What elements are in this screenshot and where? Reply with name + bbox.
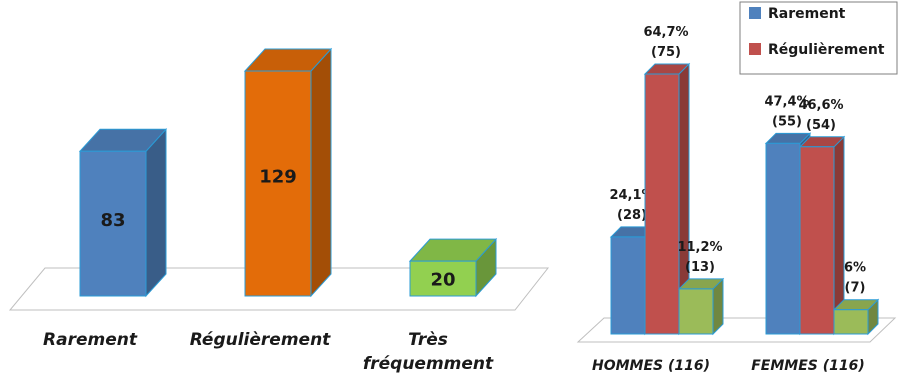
percent-label-2-2: 46,6% xyxy=(798,98,843,113)
bar-2-side xyxy=(310,47,332,298)
bar-2-front xyxy=(244,70,312,297)
bar-3 xyxy=(408,237,498,298)
percent-label-3-2: 6% xyxy=(844,261,866,276)
value-label-3: 20 xyxy=(430,270,455,291)
legend-box xyxy=(739,1,898,75)
bar-3-group-2 xyxy=(832,298,880,336)
bar-2-group-1-front xyxy=(644,73,680,335)
bar-3-group-1 xyxy=(677,277,725,336)
percent-label-3-1: 11,2% xyxy=(677,240,722,255)
group-label-1: HOMMES (116) xyxy=(592,358,710,374)
bar-3-group-2-front xyxy=(833,309,869,335)
bar-1 xyxy=(78,127,168,298)
bar-1-group-1-front xyxy=(610,236,646,335)
category-label-1-1: Rarement xyxy=(43,330,138,350)
bar-3-group-1-front xyxy=(678,288,714,335)
bar-2-group-2 xyxy=(798,135,846,336)
bar-2 xyxy=(243,47,333,298)
legend-label-2: Régulièrement xyxy=(768,42,885,58)
percent-label-2-1: 64,7% xyxy=(643,25,688,40)
bar-1-side xyxy=(145,127,167,298)
category-label-3-2: fréquemment xyxy=(363,354,494,374)
count-label-1-2: (55) xyxy=(772,114,802,129)
group-label-2: FEMMES (116) xyxy=(751,358,865,374)
count-label-2-2: (54) xyxy=(806,118,836,133)
bar-2-group-2-front xyxy=(799,146,835,335)
value-label-2: 129 xyxy=(259,167,297,188)
bar-3-front xyxy=(409,260,477,297)
bar-1-front xyxy=(79,150,147,297)
category-label-2-1: Régulièrement xyxy=(190,330,331,350)
bar-2-group-1 xyxy=(643,62,691,336)
value-label-1: 83 xyxy=(100,210,125,231)
count-label-3-1: (13) xyxy=(685,260,715,275)
percent-label-1-1: 24,1% xyxy=(609,188,654,203)
right-chart: 24,1% (28) 64,7% (75) 11,2% (13) 47,4% (55)46,6… xyxy=(576,1,898,374)
legend-label-1: Rarement xyxy=(768,6,846,22)
bar-1-group-2-front xyxy=(765,142,801,335)
legend-swatch-1 xyxy=(749,7,761,19)
count-label-3-2: (7) xyxy=(845,281,866,296)
left-chart: 83 129 20 Rarement Régulièrement Très fréquemm… xyxy=(8,47,550,374)
count-label-2-1: (75) xyxy=(651,45,681,60)
category-label-3-1: Très xyxy=(408,330,448,350)
percent-label-1-2: 47,4% xyxy=(764,94,809,109)
legend: Rarement Régulièrement xyxy=(739,1,898,75)
legend-swatch-2 xyxy=(749,43,761,55)
count-label-1-1: (28) xyxy=(617,208,647,223)
